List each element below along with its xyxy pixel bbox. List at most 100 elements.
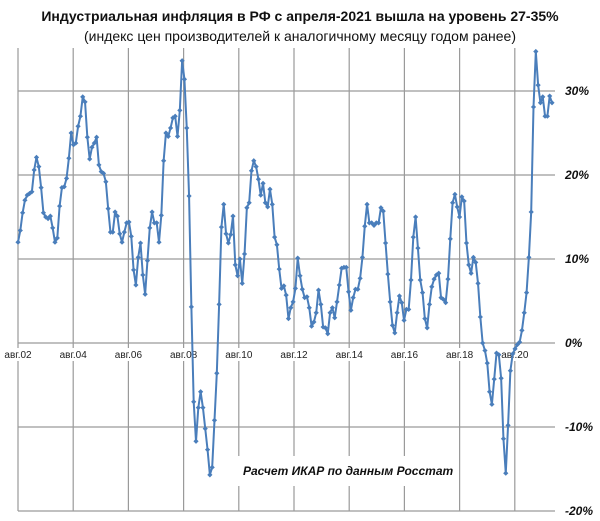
data-point xyxy=(480,340,486,346)
data-point xyxy=(223,231,229,237)
data-point xyxy=(401,317,407,323)
data-point xyxy=(533,48,539,55)
data-point xyxy=(225,240,231,246)
data-point xyxy=(186,193,192,199)
data-point xyxy=(130,267,137,273)
y-tick-label: -10% xyxy=(565,420,593,434)
data-point xyxy=(406,306,412,312)
data-point xyxy=(68,130,74,136)
data-point xyxy=(57,203,63,209)
data-point xyxy=(158,212,164,218)
data-point xyxy=(308,323,315,329)
data-point xyxy=(200,405,206,411)
data-point xyxy=(350,295,356,301)
data-point xyxy=(22,197,28,203)
y-tick-label: 10% xyxy=(565,252,589,266)
data-point xyxy=(142,291,148,297)
data-point xyxy=(325,331,331,337)
data-point xyxy=(230,213,236,219)
data-point xyxy=(486,389,493,395)
data-point xyxy=(133,282,139,288)
data-point xyxy=(207,472,213,478)
data-point xyxy=(364,201,370,207)
data-point xyxy=(449,200,456,206)
data-point xyxy=(394,310,400,316)
data-point xyxy=(84,134,90,140)
data-point xyxy=(110,229,116,235)
data-point xyxy=(188,304,194,310)
data-point xyxy=(304,294,310,300)
data-point xyxy=(359,254,366,260)
data-point xyxy=(181,76,188,82)
data-point xyxy=(218,224,225,230)
data-point xyxy=(281,283,287,289)
x-label-background xyxy=(443,348,476,361)
data-point xyxy=(198,389,204,395)
series-ppi xyxy=(15,48,555,478)
data-point xyxy=(517,339,523,345)
x-label-background xyxy=(498,348,531,361)
data-point xyxy=(117,231,123,237)
data-point xyxy=(47,213,53,219)
x-tick-label: авг.16 xyxy=(391,350,419,361)
data-point xyxy=(484,360,490,366)
data-point xyxy=(174,133,181,139)
data-point xyxy=(237,256,243,262)
data-point xyxy=(500,436,507,442)
data-point xyxy=(378,205,384,211)
data-point xyxy=(311,319,317,325)
data-point xyxy=(410,234,416,240)
data-point xyxy=(265,204,271,210)
data-point xyxy=(59,185,65,191)
y-axis-labels: 30% 20% 10% 0% -10% -20% xyxy=(564,84,593,518)
data-point xyxy=(413,214,419,220)
data-point xyxy=(357,275,363,281)
data-point xyxy=(235,273,241,279)
data-point xyxy=(535,82,541,88)
data-point xyxy=(521,310,527,316)
data-point xyxy=(15,239,21,245)
data-point xyxy=(253,164,259,170)
data-point xyxy=(295,255,301,261)
data-point xyxy=(512,346,518,352)
x-tick-label: авг.02 xyxy=(4,350,32,361)
data-point xyxy=(63,175,70,181)
data-point xyxy=(211,417,218,423)
data-point xyxy=(376,220,382,226)
data-point xyxy=(140,272,146,278)
data-point xyxy=(290,299,296,305)
data-point xyxy=(519,327,525,333)
data-point xyxy=(540,94,546,100)
data-point xyxy=(440,296,446,302)
x-label-background xyxy=(222,348,255,361)
data-point xyxy=(429,284,435,290)
y-tick-label: 0% xyxy=(565,336,583,350)
data-point xyxy=(526,254,532,260)
y-tick-label: -20% xyxy=(565,504,593,518)
data-point xyxy=(195,405,201,411)
data-point xyxy=(61,184,67,190)
data-point xyxy=(221,201,227,207)
data-point xyxy=(31,167,37,173)
data-point xyxy=(262,200,268,206)
x-tick-label: авг.12 xyxy=(280,350,308,361)
series-line xyxy=(17,50,553,476)
data-point xyxy=(334,299,340,305)
data-point xyxy=(505,422,511,428)
data-point xyxy=(313,310,319,316)
data-point xyxy=(89,144,95,150)
data-point xyxy=(82,99,88,105)
data-point xyxy=(184,125,190,131)
data-point xyxy=(387,299,393,305)
data-point xyxy=(251,158,257,164)
data-point xyxy=(355,286,361,292)
data-point xyxy=(491,376,497,382)
data-point xyxy=(193,438,199,444)
data-point xyxy=(209,464,215,470)
data-point xyxy=(436,270,442,276)
data-point xyxy=(147,225,153,231)
data-point xyxy=(339,265,345,271)
data-point xyxy=(246,200,252,206)
data-point xyxy=(167,125,174,131)
data-point xyxy=(498,375,504,381)
